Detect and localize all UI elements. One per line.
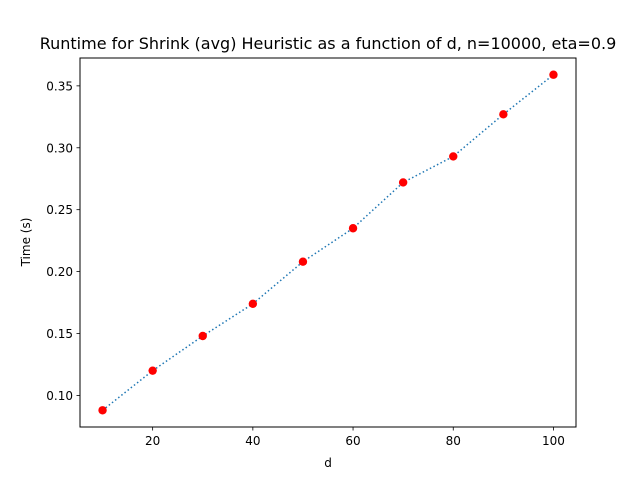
data-point	[499, 110, 508, 119]
data-point	[549, 70, 558, 79]
data-point	[298, 257, 308, 266]
y-axis-label: Time (s)	[19, 218, 33, 268]
y-axis: 0.10 0.15 0.20 0.25 0.30 0.35	[46, 79, 80, 403]
data-point	[348, 224, 358, 233]
y-tick-label: 0.30	[46, 141, 73, 155]
data-point	[398, 178, 408, 187]
data-point	[449, 152, 458, 161]
x-tick-label: 80	[446, 434, 461, 448]
x-tick-label: 40	[245, 434, 260, 448]
plot-area	[98, 70, 558, 415]
axes-frame	[79, 57, 577, 428]
data-point	[198, 331, 207, 341]
y-tick-label: 0.25	[46, 203, 73, 217]
x-tick-label: 60	[345, 434, 360, 448]
x-axis-label: d	[324, 456, 332, 470]
y-tick-label: 0.10	[46, 389, 73, 403]
x-tick-label: 20	[145, 434, 160, 448]
y-tick-label: 0.20	[46, 265, 73, 279]
y-tick-label: 0.15	[46, 327, 73, 341]
data-point	[98, 406, 107, 415]
x-tick-label: 100	[542, 434, 565, 448]
data-point	[148, 366, 157, 375]
data-point	[248, 299, 258, 308]
y-tick-label: 0.35	[46, 79, 73, 93]
x-axis: 20 40 60 80 100	[145, 427, 565, 448]
chart-title: Runtime for Shrink (avg) Heuristic as a …	[40, 34, 617, 53]
